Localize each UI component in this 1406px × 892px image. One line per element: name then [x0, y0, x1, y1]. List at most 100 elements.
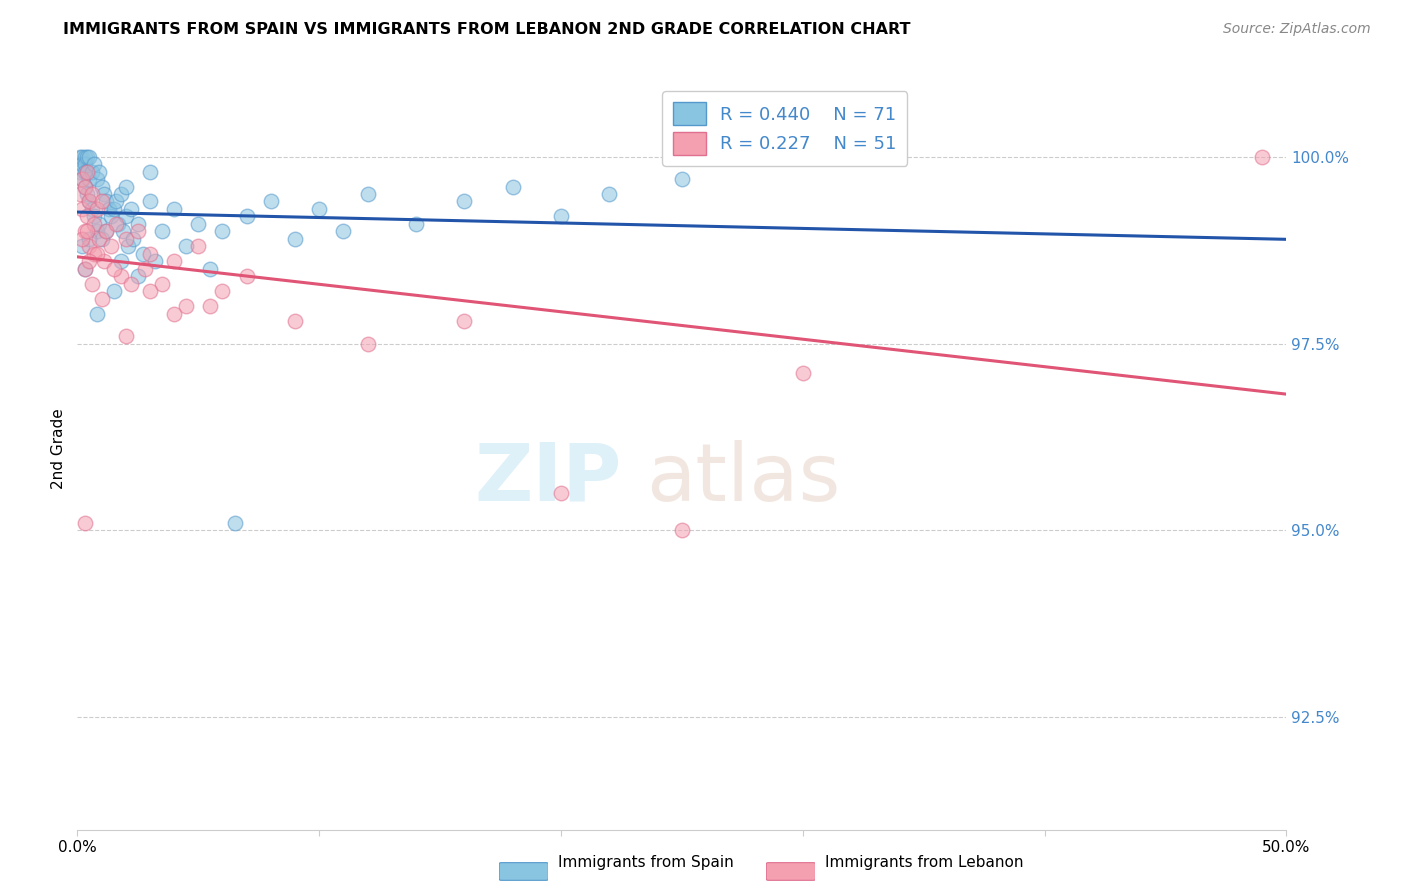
Point: [110, 269, 132, 284]
Point: [114, 232, 136, 246]
Point: [73, 179, 96, 194]
Point: [79, 194, 101, 209]
Point: [70, 202, 93, 216]
Point: [76, 224, 98, 238]
Point: [110, 254, 132, 268]
Point: [114, 329, 136, 343]
Point: [73, 179, 96, 194]
Point: [224, 516, 246, 530]
Point: [80, 202, 103, 216]
Point: [127, 217, 149, 231]
Point: [550, 210, 572, 224]
Point: [139, 247, 162, 261]
Point: [86, 247, 108, 261]
Point: [83, 217, 105, 231]
Point: [70, 239, 93, 253]
Point: [86, 202, 108, 216]
Point: [200, 299, 222, 313]
Point: [70, 157, 93, 171]
Point: [79, 172, 101, 186]
Point: [139, 284, 162, 298]
Point: [187, 239, 209, 253]
Point: [308, 202, 330, 216]
Point: [187, 217, 209, 231]
Point: [139, 194, 162, 209]
Point: [235, 210, 257, 224]
Point: [87, 164, 110, 178]
Point: [79, 239, 101, 253]
Point: [671, 172, 693, 186]
Point: [83, 210, 105, 224]
Point: [97, 202, 120, 216]
Point: [73, 261, 96, 276]
Point: [76, 150, 98, 164]
Text: ZIP: ZIP: [474, 440, 621, 517]
Point: [150, 224, 173, 238]
Text: Immigrants from Spain: Immigrants from Spain: [558, 855, 734, 870]
Point: [90, 179, 112, 194]
Point: [90, 232, 112, 246]
FancyBboxPatch shape: [499, 863, 548, 880]
Point: [105, 217, 128, 231]
Point: [86, 172, 108, 186]
Legend: R = 0.440    N = 71, R = 0.227    N = 51: R = 0.440 N = 71, R = 0.227 N = 51: [662, 91, 907, 166]
Point: [73, 261, 96, 276]
Point: [76, 164, 98, 178]
Point: [79, 232, 101, 246]
Point: [143, 254, 166, 268]
Point: [73, 150, 96, 164]
Point: [163, 307, 186, 321]
Point: [79, 254, 101, 268]
Point: [73, 224, 96, 238]
Point: [86, 224, 108, 238]
Point: [96, 194, 118, 209]
Point: [211, 284, 233, 298]
Point: [134, 261, 156, 276]
Point: [73, 516, 96, 530]
Point: [598, 187, 620, 202]
Point: [671, 524, 693, 538]
Point: [356, 187, 378, 202]
Point: [70, 150, 93, 164]
Point: [211, 224, 233, 238]
Point: [79, 150, 101, 164]
Point: [80, 164, 103, 178]
Point: [83, 157, 105, 171]
Point: [90, 194, 112, 209]
Point: [792, 367, 814, 381]
Point: [70, 232, 93, 246]
Point: [80, 187, 103, 202]
Point: [174, 239, 197, 253]
Text: Source: ZipAtlas.com: Source: ZipAtlas.com: [1223, 22, 1371, 37]
Point: [127, 269, 149, 284]
Point: [453, 314, 475, 328]
Text: IMMIGRANTS FROM SPAIN VS IMMIGRANTS FROM LEBANON 2ND GRADE CORRELATION CHART: IMMIGRANTS FROM SPAIN VS IMMIGRANTS FROM…: [63, 22, 911, 37]
Point: [332, 224, 354, 238]
Point: [69, 150, 91, 164]
Point: [70, 172, 93, 186]
Point: [93, 254, 115, 268]
Point: [83, 247, 105, 261]
Point: [174, 299, 197, 313]
Point: [87, 217, 110, 231]
Point: [93, 187, 115, 202]
Point: [105, 194, 128, 209]
FancyBboxPatch shape: [766, 863, 815, 880]
Point: [86, 307, 108, 321]
Point: [90, 292, 112, 306]
Y-axis label: 2nd Grade: 2nd Grade: [51, 408, 66, 489]
Point: [405, 217, 427, 231]
Point: [150, 277, 173, 291]
Point: [122, 232, 145, 246]
Point: [79, 194, 101, 209]
Point: [120, 202, 142, 216]
Point: [284, 314, 307, 328]
Point: [100, 210, 122, 224]
Point: [235, 269, 257, 284]
Point: [96, 224, 118, 238]
Point: [114, 179, 136, 194]
Text: Immigrants from Lebanon: Immigrants from Lebanon: [825, 855, 1024, 870]
Point: [69, 164, 91, 178]
Point: [103, 284, 125, 298]
Point: [110, 187, 132, 202]
